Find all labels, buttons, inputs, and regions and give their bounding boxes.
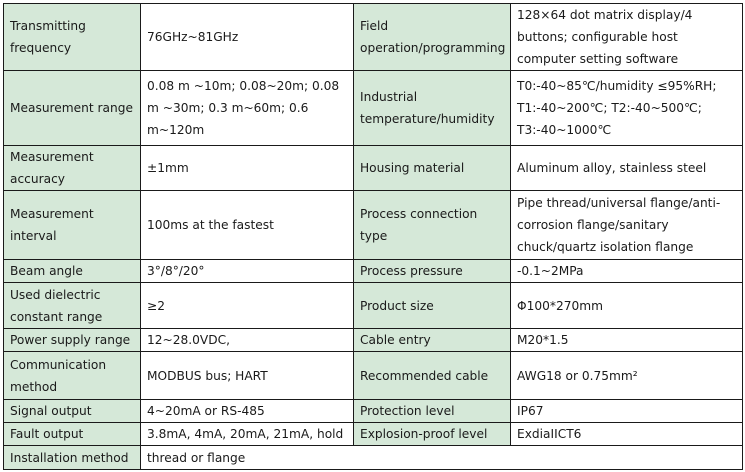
spec-label: Installation method <box>3 445 141 470</box>
spec-label: Fault output <box>3 422 141 446</box>
spec-table: Transmitting frequency 76GHz~81GHz Field o… <box>3 3 743 470</box>
spec-value: MODBUS bus; HART <box>140 351 354 400</box>
spec-value: 128×64 dot matrix display/4 buttons; con… <box>510 3 743 71</box>
spec-value: 4~20mA or RS-485 <box>140 399 354 423</box>
table-row: Measurement accuracy ±1mm Housing material… <box>3 145 743 191</box>
spec-value: M20*1.5 <box>510 328 743 352</box>
spec-label: Field operation/programming <box>353 3 511 71</box>
table-row: Measurement interval 100ms at the fastest… <box>3 190 743 260</box>
spec-label: Explosion-proof level <box>353 422 511 446</box>
spec-label: Measurement accuracy <box>3 145 141 191</box>
table-row: Beam angle 3°/8°/20° Process pressure -0.1~… <box>3 259 743 283</box>
spec-label: Used dielectric constant range <box>3 282 141 329</box>
table-row: Communication method MODBUS bus; HART Reco… <box>3 351 743 400</box>
spec-label: Signal output <box>3 399 141 423</box>
spec-label: Measurement interval <box>3 190 141 260</box>
spec-value: IP67 <box>510 399 743 423</box>
spec-value: -0.1~2MPa <box>510 259 743 283</box>
spec-label: Measurement range <box>3 70 141 146</box>
spec-value: 12~28.0VDC, <box>140 328 354 352</box>
spec-label: Communication method <box>3 351 141 400</box>
table-row: Measurement range 0.08 m ~10m; 0.08~20m; … <box>3 70 743 146</box>
spec-value: ExdiaIICT6 <box>510 422 743 446</box>
spec-label: Power supply range <box>3 328 141 352</box>
spec-value: ±1mm <box>140 145 354 191</box>
table-row: Used dielectric constant range ≥2 Product … <box>3 282 743 329</box>
spec-label: Housing material <box>353 145 511 191</box>
spec-label: Process pressure <box>353 259 511 283</box>
table-row: Transmitting frequency 76GHz~81GHz Field o… <box>3 3 743 71</box>
spec-value: AWG18 or 0.75mm² <box>510 351 743 400</box>
spec-value: 100ms at the fastest <box>140 190 354 260</box>
table-row: Installation method thread or flange <box>3 445 743 470</box>
spec-value: ≥2 <box>140 282 354 329</box>
spec-value: 76GHz~81GHz <box>140 3 354 71</box>
spec-label: Process connection type <box>353 190 511 260</box>
spec-label: Cable entry <box>353 328 511 352</box>
spec-label: Protection level <box>353 399 511 423</box>
spec-value: Pipe thread/universal flange/anti-corros… <box>510 190 743 260</box>
spec-value: 3°/8°/20° <box>140 259 354 283</box>
spec-value: T0:-40~85℃/humidity ≤95%RH; T1:-40~200℃;… <box>510 70 743 146</box>
spec-value: 0.08 m ~10m; 0.08~20m; 0.08 m ~30m; 0.3 … <box>140 70 354 146</box>
spec-value: 3.8mA, 4mA, 20mA, 21mA, hold <box>140 422 354 446</box>
spec-label: Industrial temperature/humidity <box>353 70 511 146</box>
spec-label: Recommended cable <box>353 351 511 400</box>
spec-value: Aluminum alloy, stainless steel <box>510 145 743 191</box>
spec-value: Φ100*270mm <box>510 282 743 329</box>
spec-value: thread or flange <box>140 445 743 470</box>
table-row: Power supply range 12~28.0VDC, Cable entry… <box>3 328 743 352</box>
spec-label: Transmitting frequency <box>3 3 141 71</box>
table-row: Signal output 4~20mA or RS-485 Protection … <box>3 399 743 423</box>
spec-label: Beam angle <box>3 259 141 283</box>
spec-label: Product size <box>353 282 511 329</box>
table-row: Fault output 3.8mA, 4mA, 20mA, 21mA, hold… <box>3 422 743 446</box>
